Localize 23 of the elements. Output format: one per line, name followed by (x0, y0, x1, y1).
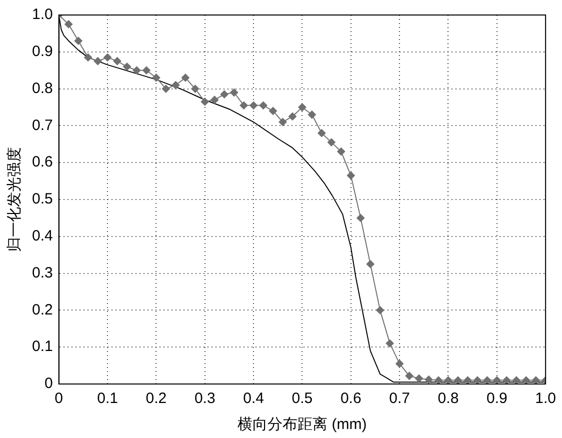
x-tick-label: 0.8 (438, 390, 459, 408)
y-tick-label: 0.6 (32, 154, 53, 171)
x-tick-label: 0.7 (389, 390, 410, 408)
x-tick-label: 1.0 (535, 390, 556, 408)
x-tick-label: 0.5 (292, 390, 313, 408)
y-tick-label: 1.0 (32, 6, 53, 24)
y-axis-title: 归一化发光强度 (6, 147, 24, 252)
y-tick-label: 0.5 (32, 190, 53, 208)
x-tick-label: 0.1 (97, 390, 118, 408)
x-tick-label: 0.3 (194, 390, 216, 408)
y-tick-label: 0.9 (32, 43, 53, 60)
y-tick-label: 0 (44, 375, 53, 392)
y-tick-label: 0.8 (32, 80, 53, 97)
y-tick-label: 0.3 (32, 264, 53, 282)
x-tick-label: 0.6 (340, 390, 362, 408)
x-tick-label: 0.4 (243, 390, 264, 408)
y-tick-label: 0.2 (32, 301, 53, 318)
x-axis-title: 横向分布距离 (mm) (238, 416, 367, 434)
y-tick-label: 0.4 (32, 228, 53, 245)
x-tick-label: 0.9 (486, 390, 508, 408)
x-tick-label: 0.2 (146, 390, 167, 408)
y-tick-label: 0.7 (32, 116, 53, 134)
y-tick-label: 0.1 (32, 338, 53, 356)
